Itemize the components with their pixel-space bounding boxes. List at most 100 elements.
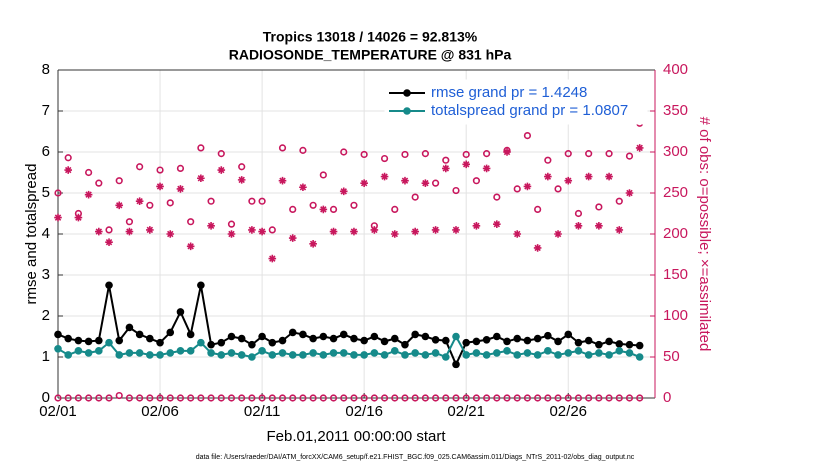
- possible-marker: [350, 201, 358, 209]
- y-tick-label: 4: [42, 225, 50, 242]
- assimilated-marker: [197, 174, 205, 183]
- point: [605, 351, 613, 359]
- possible-marker: [309, 201, 317, 209]
- possible-marker: [595, 203, 603, 211]
- possible-marker: [197, 144, 205, 152]
- point: [64, 334, 73, 343]
- y-tick-label: 8: [42, 61, 50, 78]
- point: [278, 336, 287, 345]
- point: [268, 351, 277, 359]
- possible-marker: [340, 394, 348, 402]
- point: [258, 332, 266, 341]
- possible-marker: [585, 394, 593, 402]
- x-tick-label: 02/06: [141, 403, 179, 420]
- point: [635, 341, 644, 350]
- assimilated-marker: [268, 254, 277, 263]
- point: [125, 323, 134, 332]
- possible-marker: [166, 199, 174, 207]
- assimilated-marker: [288, 234, 297, 242]
- possible-marker: [125, 394, 134, 402]
- point: [176, 308, 185, 316]
- possible-marker: [85, 168, 93, 177]
- point: [554, 337, 562, 346]
- point: [299, 351, 307, 359]
- possible-marker: [421, 394, 429, 402]
- possible-marker: [625, 394, 634, 402]
- possible-marker: [360, 150, 368, 159]
- point: [329, 349, 338, 357]
- possible-marker: [125, 218, 134, 226]
- possible-marker: [564, 150, 572, 158]
- possible-marker: [258, 197, 266, 205]
- possible-marker: [472, 177, 481, 185]
- point: [605, 337, 613, 346]
- possible-marker: [421, 150, 429, 158]
- possible-marker: [64, 154, 72, 162]
- assimilated-marker: [564, 176, 573, 185]
- assimilated-marker: [523, 182, 532, 191]
- possible-marker: [156, 166, 164, 174]
- possible-marker: [391, 394, 399, 402]
- possible-marker: [523, 394, 532, 402]
- possible-marker: [85, 394, 93, 402]
- assimilated-marker: [299, 183, 307, 192]
- legend-label: totalspread grand pr = 1.0807: [431, 102, 628, 119]
- point: [329, 334, 338, 343]
- possible-marker: [95, 179, 103, 187]
- assimilated-marker: [248, 226, 256, 234]
- point: [146, 351, 154, 359]
- y-tick-label: 5: [42, 184, 50, 201]
- possible-marker: [564, 394, 572, 402]
- assimilated-marker: [278, 176, 287, 185]
- point: [503, 347, 511, 355]
- possible-marker: [411, 193, 419, 201]
- assimilated-marker: [452, 226, 460, 234]
- point: [411, 330, 419, 339]
- possible-marker: [442, 156, 450, 164]
- point: [554, 351, 562, 359]
- point: [135, 349, 144, 357]
- possible-marker: [554, 185, 562, 193]
- point: [309, 349, 317, 357]
- possible-marker: [289, 394, 297, 402]
- possible-marker: [636, 394, 644, 402]
- assimilated-marker: [237, 176, 246, 184]
- assimilated-marker: [166, 230, 175, 238]
- point: [615, 340, 624, 348]
- possible-marker: [411, 394, 419, 402]
- point: [431, 335, 440, 344]
- possible-marker: [380, 154, 389, 163]
- point: [84, 349, 93, 357]
- possible-marker: [615, 394, 623, 402]
- assimilated-marker: [176, 185, 185, 193]
- point: [544, 331, 552, 340]
- point: [156, 338, 164, 347]
- point: [54, 345, 62, 353]
- point: [564, 330, 573, 339]
- possible-marker: [197, 394, 205, 402]
- possible-marker: [574, 394, 583, 402]
- y2-tick-label: 400: [663, 61, 688, 78]
- point: [166, 328, 175, 337]
- point: [146, 334, 154, 343]
- y2-tick-label: 150: [663, 266, 688, 283]
- point: [339, 330, 348, 339]
- possible-marker: [442, 394, 450, 402]
- point: [268, 338, 277, 347]
- possible-marker: [462, 394, 470, 402]
- point: [74, 336, 83, 345]
- point: [105, 281, 113, 290]
- assimilated-marker: [482, 164, 491, 173]
- point: [309, 334, 317, 343]
- y2-tick-label: 100: [663, 307, 688, 324]
- y2-tick-label: 300: [663, 143, 688, 160]
- possible-marker: [625, 152, 634, 160]
- chart-subtitle: RADIOSONDE_TEMPERATURE @ 831 hPa: [229, 47, 512, 63]
- point: [248, 340, 256, 349]
- point: [390, 334, 399, 343]
- point: [625, 349, 634, 357]
- point: [135, 330, 144, 339]
- point: [615, 347, 624, 355]
- assimilated-marker: [380, 172, 389, 181]
- point: [350, 334, 358, 343]
